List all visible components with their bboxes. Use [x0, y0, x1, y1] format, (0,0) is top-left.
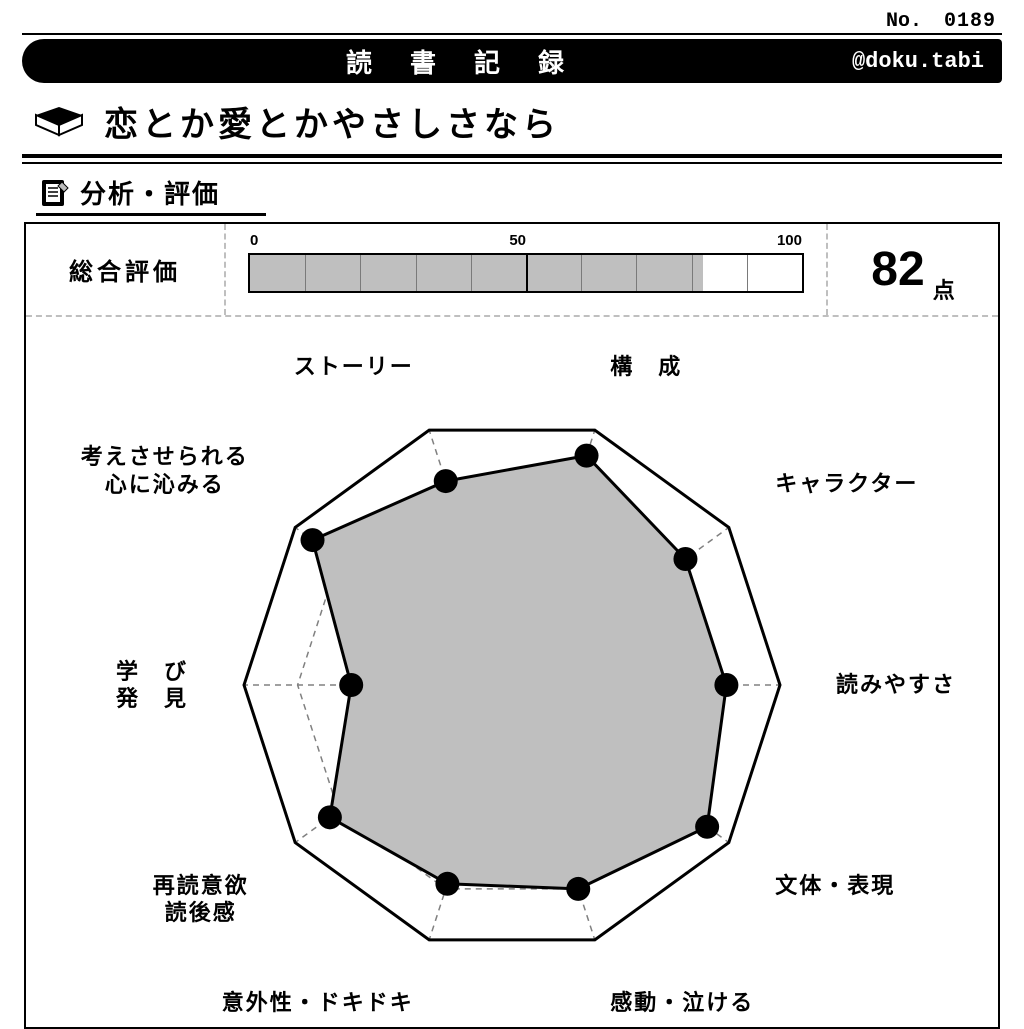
title-double-rule — [22, 154, 1002, 164]
book-title-row: 恋とか愛とかやさしさなら — [22, 97, 1002, 152]
score-bar-fill — [250, 255, 703, 291]
bar-tick-labels: 0 50 100 — [248, 232, 804, 249]
analysis-panel: 総合評価 0 50 100 82 点 ストーリー 構 成キャラクター読みやすさ文体… — [24, 222, 1000, 1029]
overall-score-value-cell: 82 点 — [828, 224, 998, 315]
page-number-value: 0189 — [944, 10, 996, 33]
notebook-icon — [40, 178, 70, 208]
radar-axis-label: 感動・泣ける — [610, 989, 754, 1017]
header-handle: @doku.tabi — [852, 49, 984, 74]
overall-score-unit: 点 — [933, 273, 955, 315]
overall-score-row: 総合評価 0 50 100 82 点 — [26, 224, 998, 317]
overall-score-value: 82 — [871, 242, 924, 297]
radar-axis-label: 意外性・ドキドキ — [222, 989, 414, 1017]
radar-chart: ストーリー 構 成キャラクター読みやすさ文体・表現感動・泣ける 意外性・ドキドキ 再読… — [26, 317, 998, 1027]
section-underline — [36, 213, 266, 216]
bar-tick-min: 0 — [250, 232, 258, 249]
bar-tick-mid: 50 — [509, 232, 526, 249]
header-title: 読書記録 — [58, 43, 852, 80]
radar-axis-label: 考えさせられる 心に沁みる — [81, 443, 249, 498]
radar-axis-label: 構 成 — [610, 353, 682, 381]
page-number-label: No. — [886, 10, 922, 33]
radar-axis-label: キャラクター — [775, 470, 918, 498]
overall-score-label: 総合評価 — [26, 224, 226, 315]
book-icon — [32, 103, 86, 141]
radar-axis-label: 再読意欲 読後感 — [153, 872, 249, 927]
section-heading-row: 分析・評価 — [22, 174, 1002, 211]
page-number-row: No. 0189 — [22, 10, 1002, 35]
score-bar — [248, 253, 804, 293]
section-label: 分析・評価 — [80, 174, 220, 211]
radar-axis-label: 学 び 発 見 — [116, 658, 188, 713]
radar-axis-label: 文体・表現 — [775, 872, 895, 900]
radar-axis-label: ストーリー — [294, 353, 414, 381]
book-title: 恋とか愛とかやさしさなら — [104, 97, 560, 146]
overall-score-bar-cell: 0 50 100 — [226, 224, 828, 315]
bar-tick-max: 100 — [777, 232, 802, 249]
radar-axis-label: 読みやすさ — [836, 671, 956, 699]
header-bar: 読書記録 @doku.tabi — [22, 39, 1002, 83]
